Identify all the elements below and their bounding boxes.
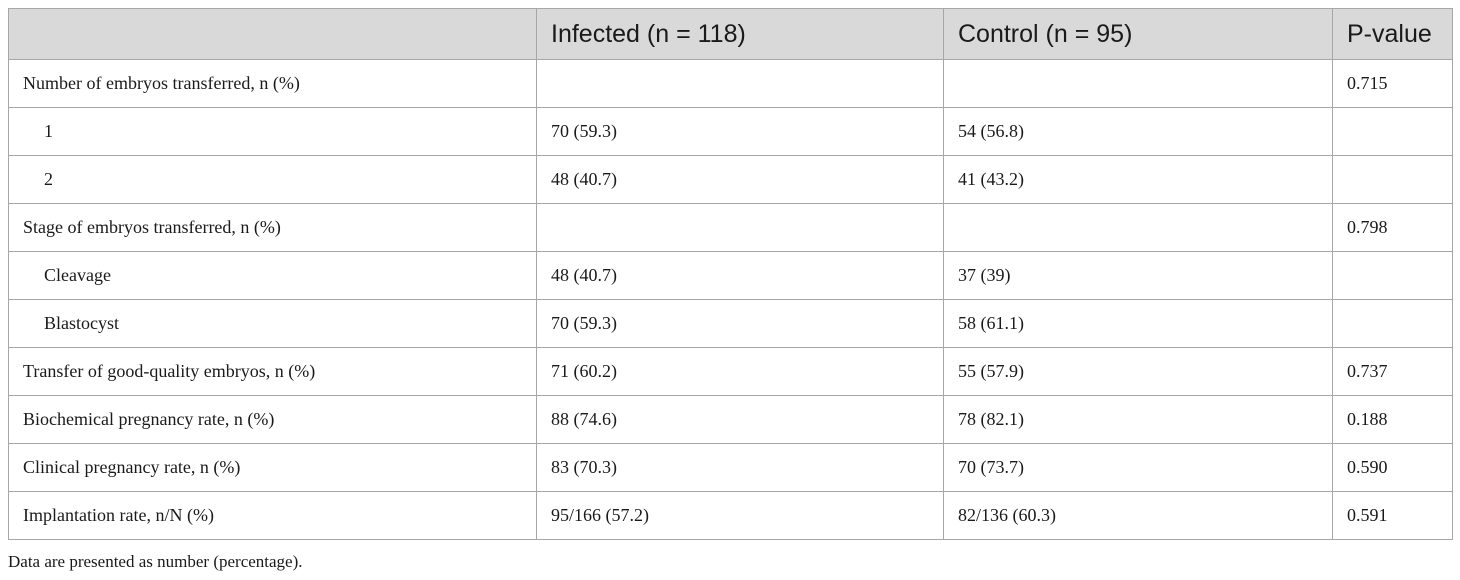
control-value-cell: 70 (73.7) <box>943 443 1333 492</box>
table-header: Infected (n = 118) Control (n = 95) P-va… <box>8 8 1453 60</box>
table-row: Biochemical pregnancy rate, n (%) 88 (74.… <box>8 395 1453 444</box>
header-cell-control: Control (n = 95) <box>943 8 1333 60</box>
table-body: Number of embryos transferred, n (%) 0.71… <box>8 59 1453 540</box>
p-value-cell <box>1332 251 1453 300</box>
table-row: Blastocyst 70 (59.3) 58 (61.1) <box>8 299 1453 348</box>
results-table: Infected (n = 118) Control (n = 95) P-va… <box>8 8 1453 540</box>
row-label-cell: Stage of embryos transferred, n (%) <box>8 203 537 252</box>
table-footnote: Data are presented as number (percentage… <box>8 552 303 571</box>
table-row: 2 48 (40.7) 41 (43.2) <box>8 155 1453 204</box>
infected-value-cell: 71 (60.2) <box>536 347 944 396</box>
table-row: Clinical pregnancy rate, n (%) 83 (70.3) 7… <box>8 443 1453 492</box>
control-value-cell <box>943 203 1333 252</box>
control-value-cell: 58 (61.1) <box>943 299 1333 348</box>
header-row: Infected (n = 118) Control (n = 95) P-va… <box>8 8 1453 60</box>
row-label-cell: Transfer of good-quality embryos, n (%) <box>8 347 537 396</box>
control-value-cell: 41 (43.2) <box>943 155 1333 204</box>
p-value-cell <box>1332 299 1453 348</box>
infected-value-cell <box>536 59 944 108</box>
infected-value-cell: 48 (40.7) <box>536 251 944 300</box>
p-value-cell <box>1332 107 1453 156</box>
row-label-cell: 2 <box>8 155 537 204</box>
table-row: Cleavage 48 (40.7) 37 (39) <box>8 251 1453 300</box>
p-value-cell: 0.798 <box>1332 203 1453 252</box>
p-value-cell <box>1332 155 1453 204</box>
infected-value-cell: 70 (59.3) <box>536 299 944 348</box>
p-value-cell: 0.737 <box>1332 347 1453 396</box>
row-label-cell: Number of embryos transferred, n (%) <box>8 59 537 108</box>
infected-value-cell: 83 (70.3) <box>536 443 944 492</box>
data-table-container: Infected (n = 118) Control (n = 95) P-va… <box>8 8 1453 540</box>
table-row: Stage of embryos transferred, n (%) 0.798 <box>8 203 1453 252</box>
table-row: 1 70 (59.3) 54 (56.8) <box>8 107 1453 156</box>
row-label-cell: Cleavage <box>8 251 537 300</box>
row-label-cell: Clinical pregnancy rate, n (%) <box>8 443 537 492</box>
p-value-cell: 0.188 <box>1332 395 1453 444</box>
header-cell-infected: Infected (n = 118) <box>536 8 944 60</box>
infected-value-cell: 48 (40.7) <box>536 155 944 204</box>
control-value-cell: 37 (39) <box>943 251 1333 300</box>
p-value-cell: 0.715 <box>1332 59 1453 108</box>
control-value-cell: 82/136 (60.3) <box>943 491 1333 540</box>
row-label-cell: Implantation rate, n/N (%) <box>8 491 537 540</box>
header-cell-label <box>8 8 537 60</box>
row-label-cell: Biochemical pregnancy rate, n (%) <box>8 395 537 444</box>
table-row: Number of embryos transferred, n (%) 0.71… <box>8 59 1453 108</box>
row-label-cell: Blastocyst <box>8 299 537 348</box>
p-value-cell: 0.590 <box>1332 443 1453 492</box>
infected-value-cell: 70 (59.3) <box>536 107 944 156</box>
infected-value-cell <box>536 203 944 252</box>
control-value-cell <box>943 59 1333 108</box>
control-value-cell: 55 (57.9) <box>943 347 1333 396</box>
infected-value-cell: 95/166 (57.2) <box>536 491 944 540</box>
control-value-cell: 78 (82.1) <box>943 395 1333 444</box>
p-value-cell: 0.591 <box>1332 491 1453 540</box>
control-value-cell: 54 (56.8) <box>943 107 1333 156</box>
table-row: Implantation rate, n/N (%) 95/166 (57.2) 8… <box>8 491 1453 540</box>
header-cell-p-value: P-value <box>1332 8 1453 60</box>
table-row: Transfer of good-quality embryos, n (%) 7… <box>8 347 1453 396</box>
row-label-cell: 1 <box>8 107 537 156</box>
infected-value-cell: 88 (74.6) <box>536 395 944 444</box>
